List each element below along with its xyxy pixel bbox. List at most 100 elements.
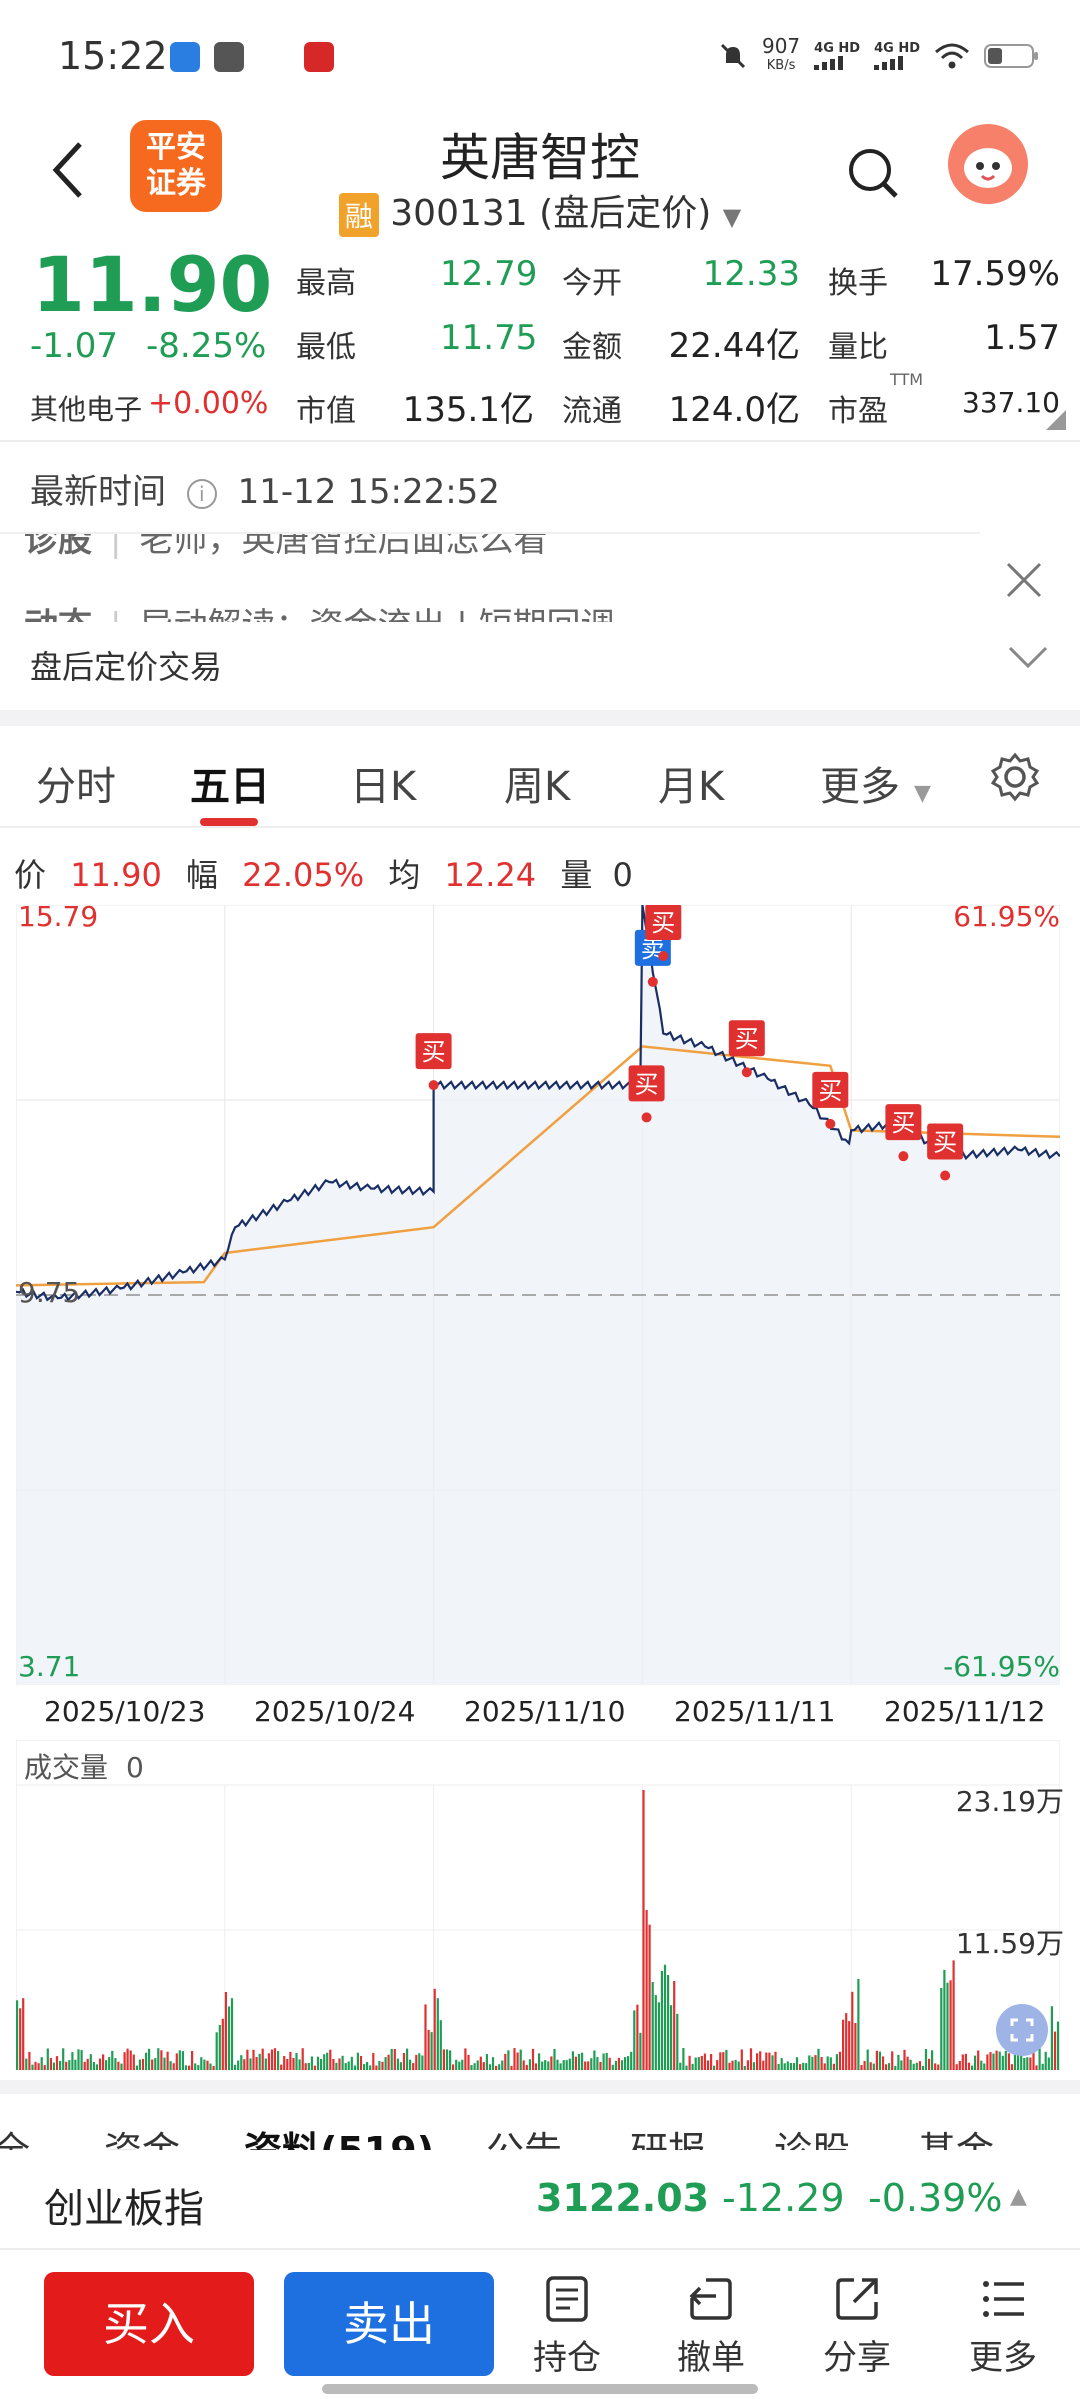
volume-bar bbox=[1038, 2048, 1041, 2070]
detail-tab[interactable]: 全 bbox=[0, 2120, 30, 2150]
detail-tab[interactable]: 基金 bbox=[918, 2120, 994, 2150]
status-icons: 907 KB/s 4G HD 4G HD bbox=[718, 36, 1040, 76]
volume-bar bbox=[473, 2063, 476, 2070]
stat-value: 124.0亿 bbox=[668, 390, 800, 430]
volume-bar bbox=[1023, 2058, 1026, 2070]
volume-bar bbox=[792, 2063, 796, 2070]
volume-bar bbox=[688, 2055, 691, 2070]
volume-chart[interactable] bbox=[16, 1740, 1060, 2070]
detail-tab[interactable]: 诊股 bbox=[774, 2120, 850, 2150]
volume-bar bbox=[983, 2063, 986, 2070]
tab-daily-k[interactable]: 日K bbox=[350, 764, 417, 810]
back-arrow-icon[interactable] bbox=[48, 140, 88, 200]
status-bar: 15:22 907 KB/s 4G HD 4G HD bbox=[0, 0, 1080, 120]
volume-bar bbox=[461, 2059, 464, 2070]
fullscreen-icon[interactable] bbox=[996, 2004, 1048, 2056]
expand-up-triangle-icon[interactable]: ▲ bbox=[1010, 2184, 1027, 2209]
volume-bar bbox=[636, 2004, 639, 2070]
info-amplitude: 22.05% bbox=[242, 856, 365, 894]
volume-bar bbox=[710, 2054, 713, 2070]
stat-label: 市盈 bbox=[828, 394, 888, 429]
gear-icon[interactable] bbox=[990, 752, 1040, 802]
app-notification-icon bbox=[214, 42, 244, 72]
volume-bar bbox=[292, 2058, 295, 2070]
stat-value: 12.33 bbox=[702, 254, 800, 294]
share-button[interactable]: 分享 bbox=[802, 2274, 912, 2379]
close-icon[interactable] bbox=[1004, 560, 1044, 600]
volume-bar bbox=[611, 2064, 614, 2070]
search-icon[interactable] bbox=[846, 146, 900, 200]
y-max-label: 15.79 bbox=[18, 900, 99, 933]
detail-tab[interactable]: 研报 bbox=[630, 2120, 706, 2150]
sell-button[interactable]: 卖出 bbox=[284, 2272, 494, 2376]
chevron-down-icon[interactable] bbox=[1008, 646, 1048, 670]
average-line bbox=[16, 1045, 1060, 1287]
volume-bar bbox=[878, 2051, 881, 2070]
assistant-avatar[interactable] bbox=[948, 124, 1028, 204]
tab-five-day[interactable]: 五日 bbox=[190, 764, 270, 810]
index-ticker-bar[interactable]: 创业板指 3122.03 -12.29 -0.39% ▲ bbox=[0, 2150, 1080, 2250]
news-text: 异动解读：资金流出 | 短期回调 bbox=[139, 606, 614, 622]
after-hours-trading-label[interactable]: 盘后定价交易 bbox=[30, 648, 223, 686]
volume-bar bbox=[906, 2056, 909, 2070]
volume-bar bbox=[491, 2057, 495, 2070]
volume-bar bbox=[350, 2056, 353, 2070]
volume-bar bbox=[175, 2053, 178, 2070]
volume-bar bbox=[188, 2065, 191, 2070]
volume-bar bbox=[940, 1988, 943, 2070]
volume-bar bbox=[326, 2052, 329, 2070]
info-icon[interactable]: i bbox=[186, 478, 217, 509]
buy-button[interactable]: 买入 bbox=[44, 2272, 254, 2376]
volume-bar bbox=[599, 2062, 602, 2070]
volume-bar bbox=[817, 2048, 820, 2070]
holdings-button[interactable]: 持仓 bbox=[512, 2274, 622, 2379]
volume-bar bbox=[501, 2060, 504, 2070]
volume-bar bbox=[627, 2056, 630, 2070]
more-menu-button[interactable]: 更多 bbox=[948, 2274, 1058, 2379]
scrolling-news-ticker[interactable]: 诊股|老师，英唐智控后面怎么看 动态|异动解读：资金流出 | 短期回调 bbox=[0, 532, 980, 622]
volume-bar bbox=[974, 2055, 977, 2070]
section-divider bbox=[0, 710, 1080, 726]
sector-label[interactable]: 其他电子 bbox=[30, 393, 143, 426]
volume-bar bbox=[722, 2052, 725, 2070]
current-price: 11.90 bbox=[32, 240, 273, 329]
y-baseline-label: 9.75 bbox=[18, 1276, 81, 1309]
volume-bar bbox=[897, 2054, 900, 2070]
x-date-label: 2025/10/24 bbox=[254, 1695, 416, 1728]
volume-bar bbox=[25, 2058, 28, 2070]
stat-value: 17.59% bbox=[930, 254, 1060, 294]
volume-bar bbox=[482, 2062, 485, 2070]
sector-pct: +0.00% bbox=[148, 386, 269, 421]
volume-bar bbox=[65, 2061, 68, 2070]
volume-bar bbox=[329, 2049, 332, 2070]
detail-tab[interactable]: 资料(519) bbox=[244, 2120, 434, 2150]
volume-bar bbox=[46, 2048, 49, 2070]
tab-intraday[interactable]: 分时 bbox=[36, 764, 116, 810]
tab-more[interactable]: 更多 ▼ bbox=[820, 764, 931, 810]
volume-max-label: 23.19万 bbox=[955, 1785, 1064, 1818]
volume-bar bbox=[725, 2049, 728, 2070]
tab-monthly-k[interactable]: 月K bbox=[658, 764, 725, 810]
tab-weekly-k[interactable]: 周K bbox=[504, 764, 571, 810]
stock-code-selector[interactable]: 融 300131 (盘后定价) ▼ bbox=[0, 184, 1080, 237]
volume-bar bbox=[952, 1960, 955, 2070]
signal-icon: 4G HD bbox=[874, 42, 920, 70]
volume-bar bbox=[998, 2051, 1001, 2070]
detail-tab[interactable]: 资金 bbox=[104, 2120, 180, 2150]
volume-bar bbox=[746, 2060, 749, 2070]
volume-bar bbox=[534, 2063, 538, 2070]
detail-tab[interactable]: 公告 bbox=[486, 2120, 562, 2150]
expand-corner-icon[interactable] bbox=[1046, 410, 1066, 430]
volume-bar bbox=[955, 2064, 958, 2070]
volume-bar bbox=[875, 2050, 878, 2070]
volume-bar bbox=[200, 2057, 203, 2070]
volume-bar bbox=[304, 2063, 307, 2070]
mute-icon bbox=[720, 43, 746, 69]
volume-bar bbox=[34, 2061, 37, 2070]
volume-bar bbox=[854, 2023, 857, 2070]
volume-bar bbox=[138, 2059, 141, 2070]
volume-title: 成交量 0 bbox=[24, 1751, 144, 1784]
cancel-order-button[interactable]: 撤单 bbox=[656, 2274, 766, 2379]
volume-bar bbox=[378, 2061, 381, 2070]
